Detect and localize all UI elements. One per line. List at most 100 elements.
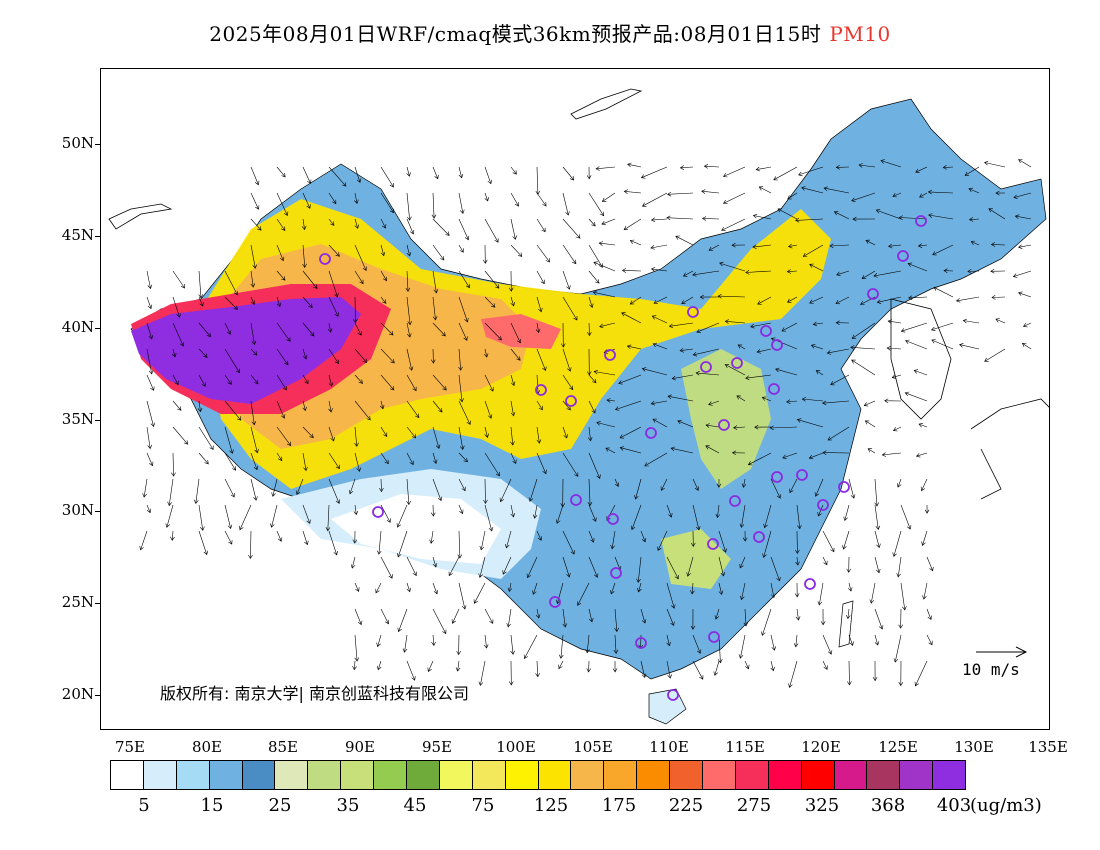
city-marker[interactable] [700,361,712,373]
wind-arrow-head [713,671,718,676]
lon-label: 90E [344,738,376,756]
colorbar-swatch [208,760,243,790]
lat-label: 25N [61,593,94,611]
wind-arrow [586,634,590,653]
wind-arrow-head [699,675,704,680]
wind-arrow [146,348,152,374]
wind-arrow-head [927,615,932,621]
wind-arrow [692,478,699,491]
wind-arrow-head [389,331,394,336]
wind-arrow-head [884,398,889,404]
city-marker[interactable] [372,506,384,518]
wind-arrow-head [650,217,656,223]
wind-arrow [536,660,539,677]
wind-arrow-head [754,424,759,430]
city-marker[interactable] [645,427,657,439]
city-marker[interactable] [768,383,780,395]
city-marker[interactable] [535,384,547,396]
wind-arrow-head [516,338,522,344]
wind-arrow-head [483,353,489,358]
wind-arrow [931,322,954,331]
wind-arrow-head [429,539,434,544]
wind-arrow [644,452,668,467]
wind-arrow [484,478,486,504]
wind-arrow-head [537,536,542,541]
city-marker[interactable] [549,596,561,608]
colorbar-swatch [767,760,802,790]
wind-arrow-head [382,276,387,282]
wind-arrow [1018,292,1032,298]
wind-arrow [693,348,720,356]
wind-arrow [991,244,1006,246]
wind-arrow-head [715,513,721,519]
city-marker[interactable] [731,357,743,369]
city-marker[interactable] [729,495,741,507]
wind-arrow [406,348,413,371]
city-marker[interactable] [708,631,720,643]
wind-arrow-head [906,525,912,530]
wind-arrow [594,371,616,376]
wind-arrow-head [829,243,834,249]
city-marker[interactable] [915,215,927,227]
green-patch-east [681,349,771,489]
wind-arrow [354,426,358,447]
map-panel[interactable] [100,68,1050,730]
wind-arrow-head [777,208,782,213]
wind-arrow [562,192,569,216]
colorbar-swatch [175,760,210,790]
wind-arrow [276,426,291,446]
city-marker[interactable] [897,250,909,262]
lake-baikal [570,88,643,120]
wind-arrow [770,660,774,671]
wind-arrow [788,244,798,247]
city-marker[interactable] [817,499,829,511]
wind-arrow-head [637,587,642,593]
wind-arrow-head [442,629,447,635]
city-marker[interactable] [760,325,772,337]
city-marker[interactable] [635,637,647,649]
wind-arrow [593,291,616,298]
wind-arrow-head [697,649,702,654]
wind-arrow-head [739,523,745,528]
city-marker[interactable] [570,494,582,506]
city-marker[interactable] [838,481,850,493]
wind-arrow-head [1021,342,1027,348]
wind-arrow [798,166,824,176]
city-marker[interactable] [771,339,783,351]
wind-arrow-head [592,378,597,384]
wind-arrow-head [671,375,677,381]
city-marker[interactable] [319,253,331,265]
wind-arrow [406,478,410,505]
city-marker[interactable] [707,538,719,550]
city-marker[interactable] [796,469,808,481]
wind-arrow-head [565,211,570,216]
wind-arrow [484,192,489,202]
wind-arrow [775,368,798,376]
wind-arrow [601,218,616,225]
wind-arrow [406,582,411,592]
wind-arrow-head [149,461,154,467]
wind-arrow [457,660,460,672]
colorbar-swatch [274,760,309,790]
lon-label: 95E [421,738,453,756]
city-marker[interactable] [867,288,879,300]
pm10-forecast-map[interactable] [101,69,1050,730]
city-marker[interactable] [687,306,699,318]
city-marker[interactable] [804,578,816,590]
wind-arrow-head [251,340,257,346]
city-marker[interactable] [607,513,619,525]
wind-arrow-head [786,399,791,404]
wind-arrow [815,478,824,497]
city-marker[interactable] [604,349,616,361]
city-marker[interactable] [753,531,765,543]
city-marker[interactable] [565,395,577,407]
city-marker[interactable] [771,471,783,483]
wind-arrow-head [434,174,439,180]
city-marker[interactable] [610,567,622,579]
wind-arrow-head [752,244,757,250]
wind-arrow-head [695,370,700,376]
wind-arrow [146,426,151,449]
city-marker[interactable] [667,689,679,701]
city-marker[interactable] [718,419,730,431]
wind-arrow-head [229,449,234,454]
